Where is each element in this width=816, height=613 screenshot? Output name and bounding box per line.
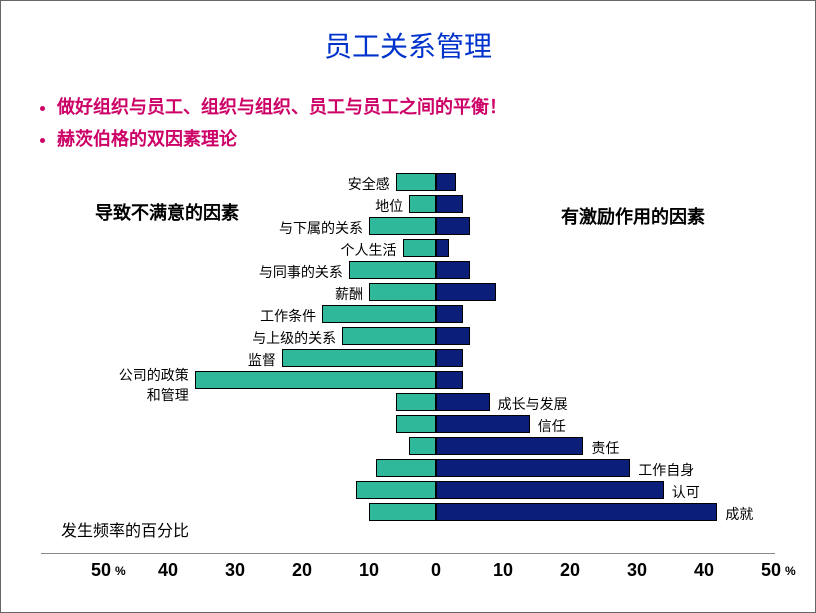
chart-row: 个人生活 — [41, 239, 775, 259]
bar-teal — [369, 503, 436, 521]
axis-tick-label: 10 — [493, 560, 513, 581]
bar-teal — [349, 261, 436, 279]
category-label: 地位 — [375, 196, 403, 216]
bar-navy — [436, 305, 463, 323]
category-label: 与同事的关系 — [259, 262, 343, 282]
chart-row: 工作条件 — [41, 305, 775, 325]
bar-teal — [403, 239, 437, 257]
chart-row: 信任 — [41, 415, 775, 435]
category-label: 监督 — [248, 350, 276, 370]
percent-symbol: % — [115, 564, 126, 578]
category-label: 个人生活 — [341, 240, 397, 260]
category-label: 工作自身 — [638, 460, 694, 480]
diverging-bar-chart: 安全感地位与下属的关系个人生活与同事的关系薪酬工作条件与上级的关系监督公司的政策… — [41, 169, 775, 549]
category-label: 薪酬 — [335, 284, 363, 304]
bar-teal — [342, 327, 436, 345]
axis-tick-label: 20 — [560, 560, 580, 581]
axis-tick-label: 0 — [431, 560, 441, 581]
chart-row: 责任 — [41, 437, 775, 457]
chart-row: 公司的政策和管理 — [41, 371, 775, 391]
bar-navy — [436, 217, 470, 235]
bar-navy — [436, 283, 496, 301]
chart-row: 认可 — [41, 481, 775, 501]
axis-tick-label: 50 — [761, 560, 781, 581]
bullet-item: 做好组织与员工、组织与组织、员工与员工之间的平衡！ — [57, 93, 775, 119]
chart-row: 与同事的关系 — [41, 261, 775, 281]
bar-navy — [436, 437, 583, 455]
bar-teal — [409, 437, 436, 455]
axis-tick-label: 40 — [694, 560, 714, 581]
x-axis: 50%4030201001020304050% — [41, 553, 775, 581]
bar-teal — [369, 283, 436, 301]
category-label: 与下属的关系 — [279, 218, 363, 238]
bullet-list: 做好组织与员工、组织与组织、员工与员工之间的平衡！ 赫茨伯格的双因素理论 — [1, 83, 815, 151]
chart-row: 与下属的关系 — [41, 217, 775, 237]
category-label: 成长与发展 — [498, 394, 568, 414]
bar-navy — [436, 459, 630, 477]
percent-symbol: % — [785, 564, 796, 578]
category-label: 责任 — [591, 438, 619, 458]
category-label: 安全感 — [348, 174, 390, 194]
frequency-footer-label: 发生频率的百分比 — [61, 517, 189, 541]
category-label: 成就 — [725, 504, 753, 524]
bar-teal — [409, 195, 436, 213]
category-label: 与上级的关系 — [252, 328, 336, 348]
bar-teal — [195, 371, 436, 389]
axis-tick-label: 20 — [292, 560, 312, 581]
bar-navy — [436, 239, 449, 257]
bar-navy — [436, 195, 463, 213]
category-label: 信任 — [538, 416, 566, 436]
axis-tick-label: 50 — [91, 560, 111, 581]
axis-tick-label: 10 — [359, 560, 379, 581]
bar-navy — [436, 261, 470, 279]
bar-teal — [396, 415, 436, 433]
page-title: 员工关系管理 — [1, 1, 815, 65]
bar-teal — [396, 393, 436, 411]
bar-teal — [282, 349, 436, 367]
chart-row: 与上级的关系 — [41, 327, 775, 347]
chart-container: 导致不满意的因素 有激励作用的因素 安全感地位与下属的关系个人生活与同事的关系薪… — [41, 169, 775, 599]
bar-navy — [436, 349, 463, 367]
bullet-item: 赫茨伯格的双因素理论 — [57, 125, 775, 151]
bar-navy — [436, 415, 530, 433]
bar-teal — [376, 459, 436, 477]
bar-teal — [356, 481, 436, 499]
bar-navy — [436, 371, 463, 389]
axis-tick-label: 30 — [225, 560, 245, 581]
bar-navy — [436, 173, 456, 191]
bar-teal — [369, 217, 436, 235]
bar-navy — [436, 393, 490, 411]
bar-navy — [436, 327, 470, 345]
category-label: 工作条件 — [260, 306, 316, 326]
chart-row: 薪酬 — [41, 283, 775, 303]
axis-tick-label: 30 — [627, 560, 647, 581]
chart-row: 地位 — [41, 195, 775, 215]
bar-teal — [322, 305, 436, 323]
axis-tick-label: 40 — [158, 560, 178, 581]
bar-teal — [396, 173, 436, 191]
bar-navy — [436, 503, 717, 521]
chart-row: 安全感 — [41, 173, 775, 193]
chart-row: 工作自身 — [41, 459, 775, 479]
bar-navy — [436, 481, 664, 499]
chart-row: 成长与发展 — [41, 393, 775, 413]
category-label: 认可 — [672, 482, 700, 502]
